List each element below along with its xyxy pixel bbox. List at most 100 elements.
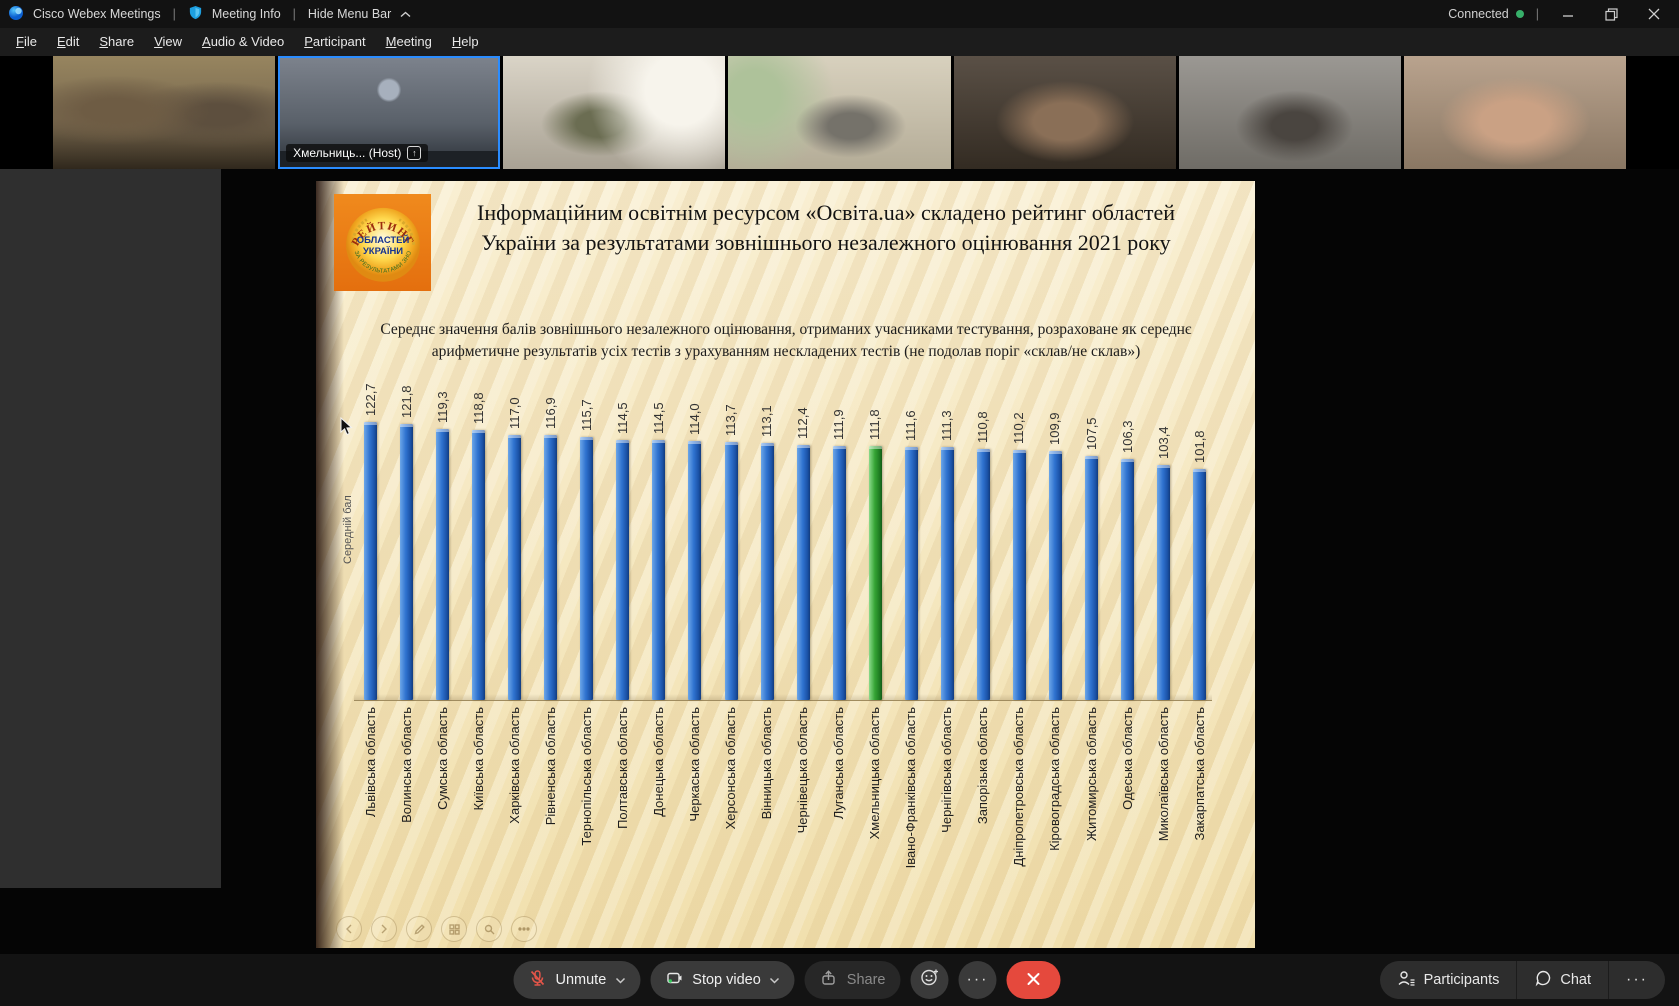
bar-value-label: 114,0	[686, 403, 702, 436]
zoom-slide-button[interactable]	[476, 916, 502, 942]
menu-help[interactable]: Help	[451, 34, 479, 49]
share-button[interactable]: Share	[804, 961, 901, 999]
bar-value-label: 118,8	[470, 392, 486, 425]
rating-emblem-logo: РЕЙТИНГ ОБЛАСТЕЙ УКРАЇНИ ЗА РЕЗУЛЬТАТАМИ…	[334, 194, 431, 291]
bar-category-label: Луганська область	[831, 707, 847, 820]
bar-category-label: Сумська область	[434, 707, 450, 810]
y-axis-label: Середній бал	[342, 495, 354, 564]
bar-value-label: 113,7	[723, 404, 738, 436]
host-name-label: Хмельниць... (Host) ↑	[286, 144, 429, 162]
bar-value-label: 103,4	[1155, 426, 1171, 460]
menu-share[interactable]: Share	[99, 34, 135, 49]
mouse-cursor	[340, 416, 353, 441]
participant-video-7[interactable]	[1403, 56, 1626, 169]
slide-subtitle: Середнє значення балів зовнішнього незал…	[380, 321, 1192, 360]
bar-category-label: Одеська область	[1119, 707, 1135, 810]
participant-video-4[interactable]	[728, 56, 951, 169]
share-icon	[820, 969, 838, 991]
bar-category-label: Рівненська область	[542, 707, 558, 826]
bar-value-label: 111,9	[831, 409, 847, 441]
menu-audio-video[interactable]: Audio & Video	[202, 34, 285, 49]
bar-value-label: 106,3	[1119, 420, 1135, 453]
bar-category-label: Чернігівська область	[939, 707, 955, 833]
participant-video-1[interactable]	[53, 56, 276, 169]
bar-24	[1193, 468, 1207, 700]
menu-edit[interactable]: Edit	[56, 34, 80, 49]
logo-center-text-2: УКРАЇНИ	[362, 245, 402, 256]
titlebar-separator: |	[1535, 7, 1539, 21]
leave-meeting-button[interactable]	[1006, 961, 1061, 999]
minimize-button[interactable]	[1551, 0, 1585, 28]
more-panels-button[interactable]: ···	[1608, 961, 1665, 999]
title-bar: Cisco Webex Meetings | Meeting Info | Hi…	[0, 0, 1679, 28]
meeting-info-button[interactable]: Meeting Info	[211, 7, 281, 21]
meeting-info-shield-icon	[188, 5, 203, 23]
pen-tool-button[interactable]	[406, 916, 432, 942]
stop-video-button[interactable]: Stop video	[650, 961, 795, 999]
bar-21	[1085, 456, 1098, 700]
bar-7	[580, 437, 594, 700]
bar-category-label: Дніпропетровська область	[1011, 707, 1027, 867]
bar-10	[688, 441, 702, 700]
menu-file[interactable]: File	[16, 34, 37, 49]
presentation-slide: РЕЙТИНГ ОБЛАСТЕЙ УКРАЇНИ ЗА РЕЗУЛЬТАТАМИ…	[316, 181, 1255, 948]
hide-menu-bar-button[interactable]: Hide Menu Bar	[307, 7, 392, 21]
menu-view[interactable]: View	[154, 34, 183, 49]
reactions-button[interactable]	[910, 961, 949, 999]
participant-video-6[interactable]	[1178, 56, 1401, 169]
bar-category-label: Донецька область	[650, 707, 666, 817]
close-button[interactable]	[1637, 0, 1671, 28]
ellipsis-icon: ···	[1626, 971, 1648, 988]
unmute-label: Unmute	[555, 972, 607, 988]
bar-value-label: 101,8	[1191, 430, 1207, 463]
participant-video-5[interactable]	[953, 56, 1176, 169]
participant-video-2[interactable]: Хмельниць... (Host) ↑	[278, 56, 501, 169]
unmute-chevron-down-icon[interactable]	[615, 972, 625, 988]
slideshow-controls	[336, 916, 537, 942]
bar-value-label: 114,5	[650, 402, 666, 435]
bar-value-label: 110,2	[1011, 412, 1027, 444]
bar-category-label: Херсонська область	[723, 707, 738, 830]
bar-category-label: Миколаївська область	[1155, 707, 1171, 842]
participants-button[interactable]: Participants	[1380, 961, 1517, 999]
unmute-button[interactable]: Unmute	[513, 961, 641, 999]
bar-value-label: 107,5	[1083, 417, 1099, 451]
chevron-up-icon[interactable]	[400, 7, 411, 21]
logo-center-text-1: ОБЛАСТЕЙ	[356, 234, 409, 246]
more-slideshow-options-button[interactable]	[511, 916, 537, 942]
bar-category-label: Львівська область	[362, 707, 378, 818]
bar-20	[1048, 450, 1062, 700]
chat-button[interactable]: Chat	[1516, 961, 1608, 999]
bar-16	[904, 446, 918, 700]
next-slide-button[interactable]	[371, 916, 397, 942]
bar-23	[1157, 465, 1171, 700]
chart-floor-shadow	[354, 694, 1212, 701]
bar-category-label: Черкаська область	[686, 707, 702, 822]
bar-value-label: 109,9	[1047, 412, 1063, 445]
menu-meeting[interactable]: Meeting	[385, 34, 432, 49]
previous-slide-button[interactable]	[336, 916, 362, 942]
chat-label: Chat	[1560, 972, 1592, 988]
restore-button[interactable]	[1594, 0, 1628, 28]
bar-19	[1012, 449, 1026, 700]
slide-overview-button[interactable]	[441, 916, 467, 942]
bar-category-label: Волинська область	[398, 707, 414, 823]
chart-x-axis	[354, 700, 1212, 701]
bar-category-label: Київська область	[470, 707, 486, 811]
ellipsis-icon: ···	[966, 971, 989, 988]
microphone-muted-icon	[528, 969, 546, 991]
connected-dot-icon	[1515, 10, 1524, 18]
titlebar-separator: |	[292, 7, 296, 21]
stop-video-chevron-down-icon[interactable]	[770, 972, 780, 988]
chart-layer: Середній бал 122,7 Львівська область 121,8…	[316, 181, 1255, 948]
control-bar: Unmute Stop video Share	[0, 954, 1679, 1006]
host-name-text: Хмельниць... (Host)	[293, 146, 402, 160]
menu-participant[interactable]: Participant	[304, 34, 366, 49]
bar-6	[544, 434, 558, 700]
participant-video-3[interactable]	[503, 56, 726, 169]
more-options-button[interactable]: ···	[958, 961, 997, 999]
bar-8	[616, 440, 630, 700]
bar-4	[472, 430, 486, 700]
bar-category-label: Тернопільська область	[578, 707, 594, 846]
